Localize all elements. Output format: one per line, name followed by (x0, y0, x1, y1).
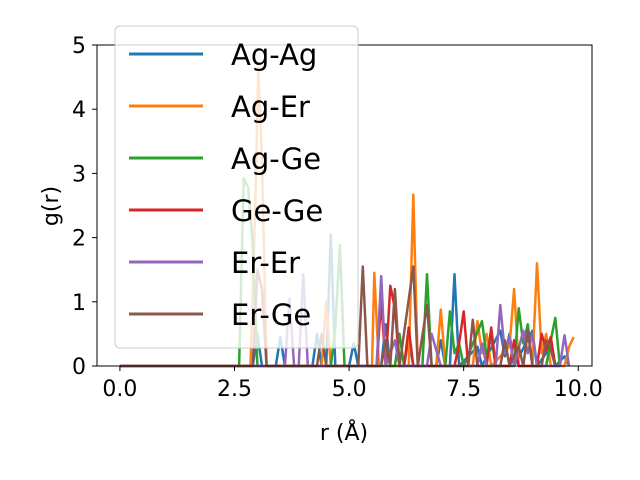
x-axis: 0.0 2.5 5.0 7.5 10.0 (102, 366, 603, 402)
legend-label: Er-Ge (231, 298, 311, 332)
legend-items: Ag-Ag Ag-Er Ag-Ge Ge-Ge Er-Er Er-Ge (129, 38, 323, 332)
x-tick-label: 10.0 (554, 377, 603, 402)
x-axis-label: r (Å) (320, 419, 368, 446)
legend-label: Ag-Ge (231, 142, 321, 176)
y-tick-label: 0 (72, 355, 86, 380)
x-tick-label: 0.0 (102, 377, 137, 402)
y-tick-label: 4 (72, 98, 86, 123)
y-axis: 0 1 2 3 4 5 (72, 34, 97, 380)
legend-label: Er-Er (231, 246, 300, 280)
series-line-er-ge (119, 265, 557, 368)
y-axis-label: g(r) (39, 186, 64, 226)
y-tick-label: 1 (72, 291, 86, 316)
y-tick-label: 3 (72, 162, 86, 187)
legend-label: Ag-Ag (231, 38, 317, 72)
legend: Ag-Ag Ag-Er Ag-Ge Ge-Ge Er-Er Er-Ge (114, 25, 359, 349)
x-tick-label: 5.0 (332, 377, 367, 402)
legend-label: Ge-Ge (231, 194, 323, 228)
x-tick-label: 7.5 (446, 377, 481, 402)
y-tick-label: 5 (72, 34, 86, 59)
legend-label: Ag-Er (231, 90, 310, 124)
x-tick-label: 2.5 (217, 377, 252, 402)
y-tick-label: 2 (72, 227, 86, 252)
